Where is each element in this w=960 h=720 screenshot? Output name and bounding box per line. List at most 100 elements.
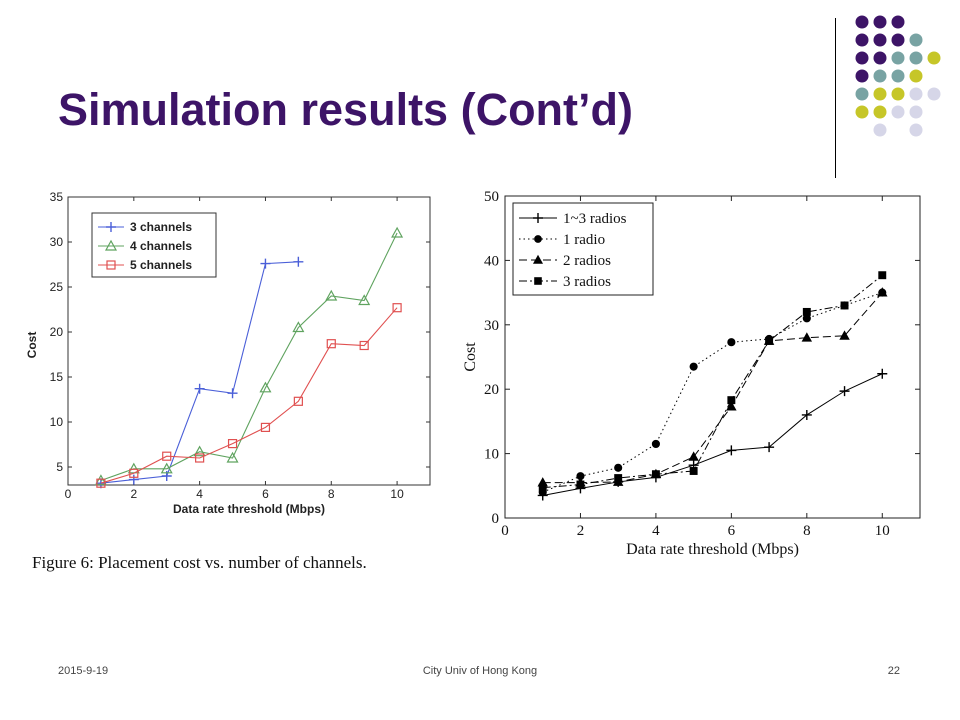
x-tick-label: 0 [501,523,509,539]
x-tick-label: 4 [652,523,660,539]
legend-label: 1 radio [563,232,605,248]
decor-dot [909,105,923,119]
x-tick-label: 10 [390,487,404,501]
data-point [726,401,737,411]
data-point [194,383,205,394]
decor-dot [909,33,923,47]
data-point [226,451,239,463]
decor-dot [909,69,923,83]
x-tick-label: 6 [728,523,736,539]
data-point [391,226,404,238]
decor-dot-grid [855,15,941,137]
decor-dot [855,33,869,47]
decor-divider [835,18,836,178]
data-point [260,422,271,432]
data-point [227,388,238,399]
data-point [227,439,238,449]
data-point [538,483,547,492]
decor-dot [873,33,887,47]
data-point [878,271,887,280]
data-point [688,451,699,461]
decor-dot [855,15,869,29]
y-tick-label: 35 [50,190,64,204]
data-point [614,463,623,472]
y-tick-label: 20 [484,382,499,398]
data-point [727,396,736,405]
data-point [325,289,338,301]
chart-radios: 0 2 4 6 8 10 0 10 20 30 40 50 Data rate threshold (M… [455,180,935,570]
decor-dot [873,105,887,119]
legend-marker [534,235,542,243]
data-point [877,368,888,379]
data-point [576,480,585,489]
decor-dot [891,87,905,101]
footer-date: 2015-9-19 [58,665,109,677]
y-tick-label: 10 [50,415,64,429]
data-point [259,381,272,393]
data-point [358,294,371,306]
data-point [839,330,850,340]
chart-channels: 0 2 4 6 8 10 5 10 15 20 25 30 35 Data rate threshold … [20,185,455,585]
decor-dot [873,69,887,83]
y-axis-label: Cost [462,342,479,372]
decor-dot [927,87,941,101]
y-tick-label: 5 [56,460,63,474]
y-axis-label: Cost [25,332,39,359]
x-tick-label: 4 [196,487,203,501]
data-point [839,386,850,397]
legend-marker [533,213,543,223]
y-tick-label: 0 [492,511,500,527]
legend-marker [104,239,118,251]
legend-label: 3 channels [130,220,192,234]
y-tick-label: 30 [484,318,499,334]
series-line [100,307,398,484]
data-point [614,474,623,483]
data-point [293,256,304,267]
series-line [542,292,883,484]
series-line [542,373,883,496]
data-point [193,445,206,457]
legend-label: 1~3 radios [563,211,627,227]
x-tick-label: 10 [875,523,890,539]
y-tick-label: 50 [484,189,499,205]
decor-dot [873,87,887,101]
y-tick-label: 30 [50,235,64,249]
x-tick-label: 2 [577,523,585,539]
slide-title: Simulation results (Cont’d) [58,84,634,135]
decor-dot [855,69,869,83]
decor-dot [873,51,887,65]
data-point [689,362,698,371]
data-point [129,468,139,478]
data-point [689,467,698,475]
y-tick-label: 40 [484,253,499,269]
data-point [292,321,305,333]
legend-label: 2 radios [563,253,611,269]
x-tick-label: 2 [130,487,137,501]
legend-marker [532,254,544,264]
decor-dot [855,51,869,65]
data-point [765,336,774,345]
data-point [651,439,660,449]
decor-dot [873,15,887,29]
legend-marker [106,260,116,270]
data-point [651,470,660,479]
data-point [260,258,271,269]
legend-label: 4 channels [130,239,192,253]
x-tick-label: 6 [262,487,269,501]
series-line [542,274,883,489]
data-point [94,474,107,486]
decor-dot [909,51,923,65]
decor-dot [873,123,887,137]
x-axis-label: Data rate threshold (Mbps) [173,502,325,516]
data-point [293,396,303,406]
figure-caption: Figure 6: Placement cost vs. number of c… [32,553,367,572]
decor-dot [927,51,941,65]
decor-dot [891,105,905,119]
data-point [726,445,737,456]
x-tick-label: 8 [803,523,811,539]
legend-marker [106,222,116,232]
data-point [392,303,402,313]
decor-dot [909,87,923,101]
y-tick-label: 10 [484,447,499,463]
data-point [801,332,813,342]
